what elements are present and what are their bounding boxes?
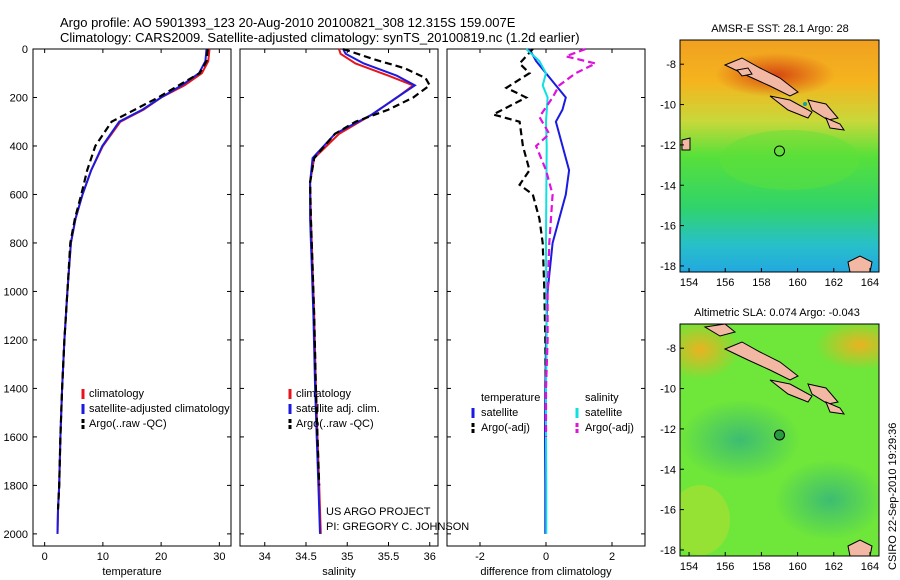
float-location-marker	[774, 145, 785, 157]
sla-islands	[703, 324, 873, 556]
map-y-tick-label: -12	[660, 424, 676, 436]
sla-low-center	[680, 400, 800, 480]
x-tick-label: 20	[155, 551, 167, 563]
project-credit: US ARGO PROJECT	[326, 506, 431, 518]
sst-map-axes: 154 156 158 160 162 164 -8 -10 -12 -14 -16 -18	[660, 59, 879, 289]
series-line-1	[56, 48, 208, 534]
plot-frame	[32, 48, 232, 547]
series-line-2	[308, 47, 432, 486]
sla-map: Altimetric SLA: 0.074 Argo: -0.043 154 15…	[660, 307, 880, 573]
temperature-panel: 0 10 20 30 0 200 400 600 800 1000 1200 1400 1600 1800…	[4, 44, 232, 578]
salinity-panel: 34 34.5 35 35.5 36 salinity climatology satelli…	[239, 47, 439, 578]
map-x-tick-label: 156	[716, 561, 734, 573]
legend-entry: satellite	[585, 407, 622, 419]
map-y-tick-label: -8	[666, 343, 676, 355]
sla-map-frame	[679, 323, 880, 557]
legend-entry: climatology	[89, 388, 145, 400]
series-line-1	[490, 48, 548, 437]
series-line-1	[309, 48, 417, 534]
map-x-tick-label: 160	[788, 277, 806, 289]
figure-title-line2: Climatology: CARS2009. Satellite-adjuste…	[60, 30, 580, 45]
sla-map-title: Altimetric SLA: 0.074 Argo: -0.043	[694, 307, 860, 319]
series-line-2	[56, 48, 209, 510]
x-axis-label: difference from climatology	[480, 566, 612, 578]
x-tick-label: 35	[341, 551, 353, 563]
x-tick-label: 34.5	[295, 551, 316, 563]
map-y-tick-label: -12	[660, 140, 676, 152]
map-y-tick-label: -8	[666, 59, 676, 71]
y-tick-label: 1200	[4, 335, 28, 347]
sst-islands	[681, 57, 873, 272]
sla-high-east	[815, 324, 879, 370]
map-y-tick-label: -14	[660, 464, 676, 476]
x-tick-label: 0	[42, 551, 48, 563]
legend-entry: satellite-adjusted climatology	[89, 403, 230, 415]
map-x-tick-label: 164	[861, 277, 879, 289]
y-tick-label: 1800	[4, 480, 28, 492]
x-tick-label: 35.5	[378, 551, 399, 563]
legend-group-title: temperature	[481, 392, 540, 404]
map-x-tick-label: 162	[825, 561, 843, 573]
y-tick-label: 1600	[4, 432, 28, 444]
legend-entry: satellite	[481, 407, 518, 419]
sla-patch-southwest	[680, 485, 730, 555]
map-x-tick-label: 158	[752, 561, 770, 573]
x-tick-label: 2	[609, 551, 615, 563]
map-x-tick-label: 158	[752, 277, 770, 289]
timestamp-stamp: CSIRO 22-Sep-2010 19:29:36	[887, 423, 899, 570]
map-x-tick-label: 156	[716, 277, 734, 289]
x-axis-label: temperature	[102, 566, 161, 578]
sst-map-title: AMSR-E SST: 28.1 Argo: 28	[711, 23, 849, 35]
legend-entry: Argo(-adj)	[585, 422, 634, 434]
legend-entry: satellite adj. clim.	[296, 403, 380, 415]
sla-low-south	[775, 460, 879, 540]
difference-panel: -2 0 2 difference from climatology temperatu…	[446, 47, 646, 578]
sla-map-axes: 154 156 158 160 162 164 -8 -10 -12 -14 -16 -18	[660, 343, 879, 573]
map-y-tick-label: -14	[660, 180, 676, 192]
figure-title-line1: Argo profile: AO 5901393_123 20-Aug-2010…	[60, 15, 516, 30]
sst-small-island	[803, 102, 807, 106]
y-tick-label: 800	[10, 238, 28, 250]
legend-entry: Argo(..raw -QC)	[89, 418, 167, 430]
float-location-marker-filled	[774, 429, 785, 441]
map-y-tick-label: -18	[660, 261, 676, 273]
legend-group-title: salinity	[585, 392, 619, 404]
map-y-tick-label: -18	[660, 545, 676, 557]
x-tick-label: 30	[213, 551, 225, 563]
x-tick-label: 0	[543, 551, 549, 563]
map-x-tick-label: 160	[788, 561, 806, 573]
map-y-tick-label: -10	[660, 384, 676, 396]
y-tick-label: 0	[22, 44, 28, 56]
map-x-tick-label: 162	[825, 277, 843, 289]
map-y-tick-label: -16	[660, 221, 676, 233]
map-x-tick-label: 164	[861, 561, 879, 573]
map-y-tick-label: -10	[660, 100, 676, 112]
y-tick-label: 200	[10, 92, 28, 104]
x-axis-label: salinity	[322, 566, 356, 578]
y-tick-label: 1000	[4, 286, 28, 298]
sst-map: AMSR-E SST: 28.1 Argo: 28 154 156 158 160 16…	[660, 23, 880, 289]
y-tick-label: 600	[10, 189, 28, 201]
map-y-tick-label: -16	[660, 505, 676, 517]
x-tick-label: 10	[97, 551, 109, 563]
map-x-tick-label: 154	[680, 277, 698, 289]
series-line-3	[534, 47, 599, 437]
x-tick-label: -2	[475, 551, 485, 563]
y-tick-label: 400	[10, 141, 28, 153]
legend-entry: Argo(..raw -QC)	[296, 418, 374, 430]
sla-high-west	[680, 324, 740, 380]
plot-frame	[239, 48, 439, 547]
legend-entry: climatology	[296, 388, 352, 400]
map-x-tick-label: 154	[680, 561, 698, 573]
sst-map-frame	[679, 39, 880, 273]
y-tick-label: 1400	[4, 383, 28, 395]
sst-mid-band	[720, 130, 860, 190]
x-tick-label: 34	[259, 551, 271, 563]
pi-credit: PI: GREGORY C. JOHNSON	[326, 521, 469, 533]
y-tick-label: 2000	[4, 529, 28, 541]
legend-entry: Argo(-adj)	[481, 422, 530, 434]
x-tick-label: 36	[424, 551, 436, 563]
